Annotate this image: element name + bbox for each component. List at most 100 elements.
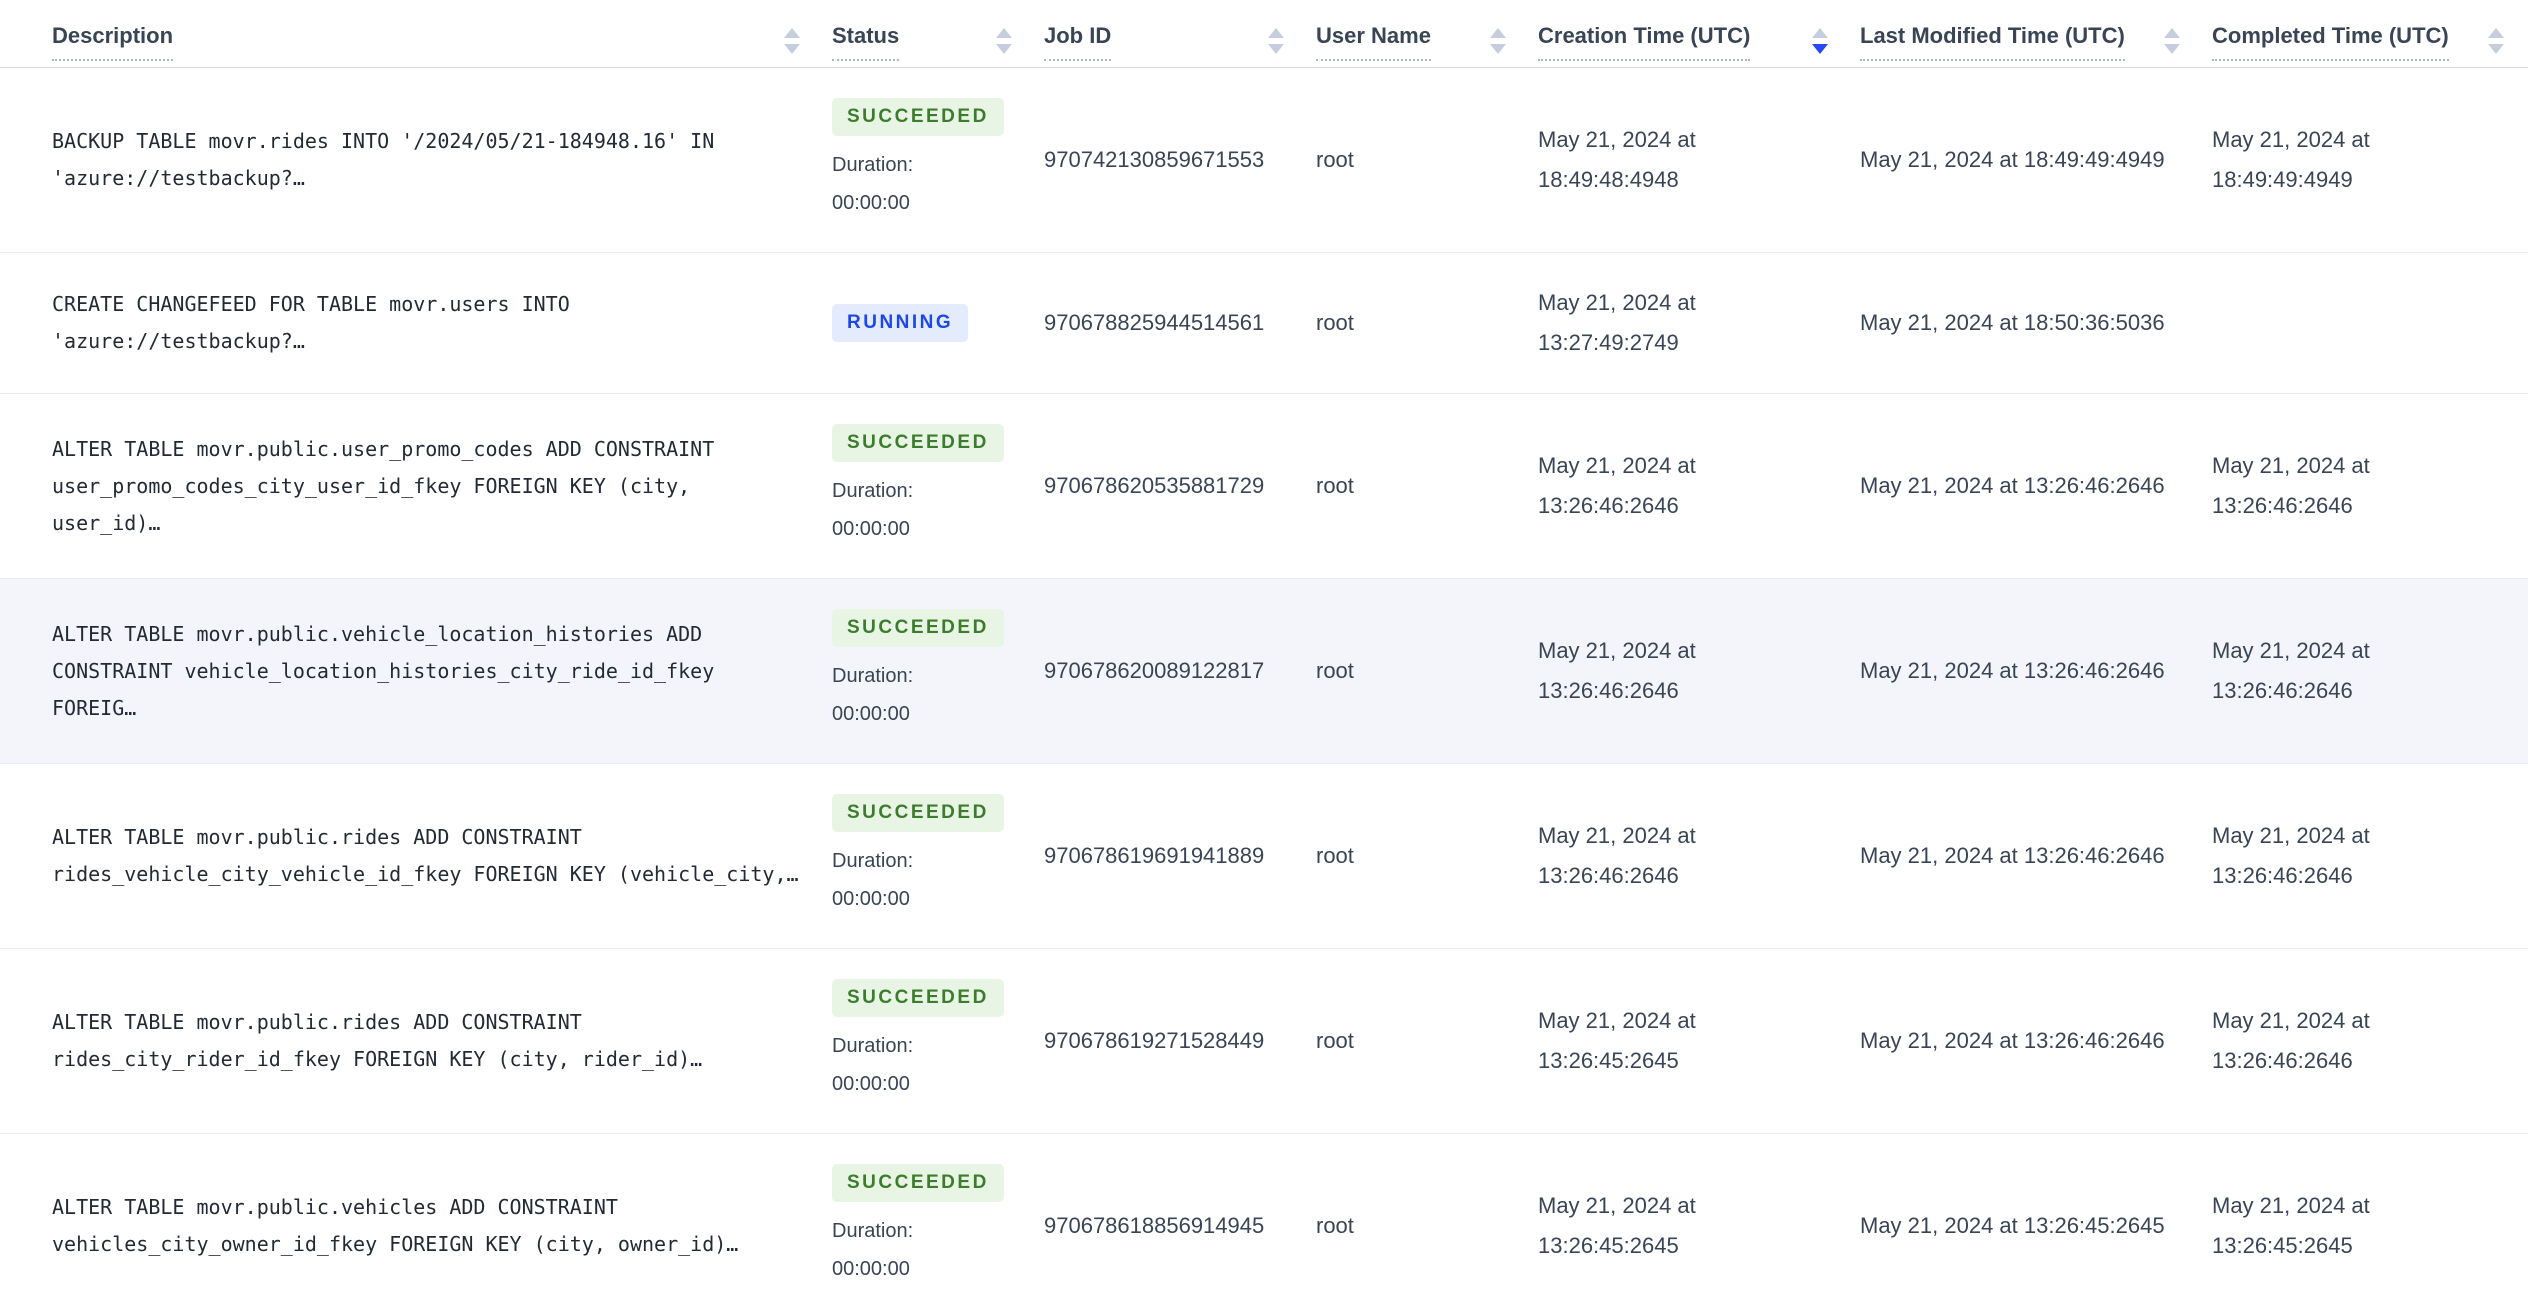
status-badge: RUNNING xyxy=(832,304,969,342)
sort-desc-icon-active xyxy=(1812,44,1828,54)
column-header-last-modified-time[interactable]: Last Modified Time (UTC) xyxy=(1860,22,2180,61)
job-description[interactable]: CREATE CHANGEFEED FOR TABLE movr.users I… xyxy=(52,292,570,353)
job-status-cell: SUCCEEDED Duration: 00:00:00 xyxy=(832,98,1012,222)
job-user-name: root xyxy=(1316,1213,1354,1238)
sort-asc-icon xyxy=(2164,28,2180,38)
job-user-name: root xyxy=(1316,843,1354,868)
job-id: 970678619691941889 xyxy=(1044,843,1265,868)
column-header-label: Job ID xyxy=(1044,22,1112,61)
column-header-status[interactable]: Status xyxy=(832,22,1012,61)
column-header-label: Completed Time (UTC) xyxy=(2212,22,2449,61)
job-duration: Duration: 00:00:00 xyxy=(832,665,914,725)
status-badge: SUCCEEDED xyxy=(832,424,1004,462)
table-row[interactable]: BACKUP TABLE movr.rides INTO '/2024/05/2… xyxy=(0,68,2528,253)
job-completed-time: May 21, 2024 at 13:26:46:2646 xyxy=(2212,1008,2370,1073)
sort-arrows xyxy=(1812,22,1828,54)
job-status-cell: SUCCEEDED Duration: 00:00:00 xyxy=(832,794,1012,918)
job-status-cell: SUCCEEDED Duration: 00:00:00 xyxy=(832,424,1012,548)
column-header-description[interactable]: Description xyxy=(52,22,800,61)
job-description[interactable]: ALTER TABLE movr.public.vehicles ADD CON… xyxy=(52,1195,739,1256)
job-creation-time: May 21, 2024 at 13:26:46:2646 xyxy=(1538,453,1696,518)
job-duration: Duration: 00:00:00 xyxy=(832,480,914,540)
sort-desc-icon xyxy=(2488,44,2504,54)
status-badge: SUCCEEDED xyxy=(832,98,1004,136)
job-last-modified-time: May 21, 2024 at 13:26:46:2646 xyxy=(1860,473,2165,498)
column-header-label: User Name xyxy=(1316,22,1431,61)
column-header-label: Creation Time (UTC) xyxy=(1538,22,1751,61)
table-row-highlighted[interactable]: ALTER TABLE movr.public.vehicle_location… xyxy=(0,579,2528,764)
status-badge: SUCCEEDED xyxy=(832,1164,1004,1202)
job-creation-time: May 21, 2024 at 13:26:45:2645 xyxy=(1538,1008,1696,1073)
sort-asc-icon xyxy=(2488,28,2504,38)
job-user-name: root xyxy=(1316,147,1354,172)
job-last-modified-time: May 21, 2024 at 13:26:46:2646 xyxy=(1860,1028,2165,1053)
table-row[interactable]: ALTER TABLE movr.public.rides ADD CONSTR… xyxy=(0,764,2528,949)
column-header-label: Last Modified Time (UTC) xyxy=(1860,22,2125,61)
table-row[interactable]: CREATE CHANGEFEED FOR TABLE movr.users I… xyxy=(0,253,2528,394)
job-status-cell: SUCCEEDED Duration: 00:00:00 xyxy=(832,979,1012,1103)
status-badge: SUCCEEDED xyxy=(832,794,1004,832)
sort-asc-icon xyxy=(1490,28,1506,38)
column-header-label: Description xyxy=(52,22,174,61)
table-row[interactable]: ALTER TABLE movr.public.vehicles ADD CON… xyxy=(0,1134,2528,1292)
job-status-cell: SUCCEEDED Duration: 00:00:00 xyxy=(832,1164,1012,1288)
job-creation-time: May 21, 2024 at 13:26:46:2646 xyxy=(1538,638,1696,703)
job-creation-time: May 21, 2024 at 13:27:49:2749 xyxy=(1538,290,1696,355)
job-duration: Duration: 00:00:00 xyxy=(832,850,914,910)
job-duration: Duration: 00:00:00 xyxy=(832,1220,914,1280)
job-status-cell: SUCCEEDED Duration: 00:00:00 xyxy=(832,609,1012,733)
column-header-user-name[interactable]: User Name xyxy=(1316,22,1506,61)
job-last-modified-time: May 21, 2024 at 18:50:36:5036 xyxy=(1860,310,2165,335)
job-last-modified-time: May 21, 2024 at 13:26:45:2645 xyxy=(1860,1213,2165,1238)
job-last-modified-time: May 21, 2024 at 18:49:49:4949 xyxy=(1860,147,2165,172)
sort-asc-icon xyxy=(1268,28,1284,38)
column-header-job-id[interactable]: Job ID xyxy=(1044,22,1284,61)
job-duration: Duration: 00:00:00 xyxy=(832,1035,914,1095)
status-badge: SUCCEEDED xyxy=(832,979,1004,1017)
job-user-name: root xyxy=(1316,310,1354,335)
job-description[interactable]: ALTER TABLE movr.public.user_promo_codes… xyxy=(52,436,715,535)
job-completed-time: May 21, 2024 at 13:26:45:2645 xyxy=(2212,1193,2370,1258)
job-creation-time: May 21, 2024 at 13:26:45:2645 xyxy=(1538,1193,1696,1258)
job-creation-time: May 21, 2024 at 18:49:48:4948 xyxy=(1538,127,1696,192)
job-status-cell: RUNNING xyxy=(832,304,1012,342)
column-header-creation-time[interactable]: Creation Time (UTC) xyxy=(1538,22,1828,61)
job-last-modified-time: May 21, 2024 at 13:26:46:2646 xyxy=(1860,843,2165,868)
table-header-row: Description Status Job ID User Name xyxy=(0,0,2528,68)
table-row[interactable]: ALTER TABLE movr.public.user_promo_codes… xyxy=(0,394,2528,579)
sort-desc-icon xyxy=(784,44,800,54)
job-description[interactable]: ALTER TABLE movr.public.vehicle_location… xyxy=(52,621,715,720)
sort-desc-icon xyxy=(1490,44,1506,54)
sort-arrows xyxy=(2164,22,2180,54)
column-header-completed-time[interactable]: Completed Time (UTC) xyxy=(2212,22,2504,61)
job-completed-time: May 21, 2024 at 13:26:46:2646 xyxy=(2212,638,2370,703)
sort-arrows xyxy=(1268,22,1284,54)
job-description[interactable]: BACKUP TABLE movr.rides INTO '/2024/05/2… xyxy=(52,129,715,190)
sort-asc-icon xyxy=(996,28,1012,38)
job-user-name: root xyxy=(1316,658,1354,683)
job-completed-time: May 21, 2024 at 13:26:46:2646 xyxy=(2212,453,2370,518)
sort-arrows xyxy=(996,22,1012,54)
job-id: 970678620535881729 xyxy=(1044,473,1265,498)
job-creation-time: May 21, 2024 at 13:26:46:2646 xyxy=(1538,823,1696,888)
sort-arrows xyxy=(784,22,800,54)
job-description[interactable]: ALTER TABLE movr.public.rides ADD CONSTR… xyxy=(52,1010,703,1071)
job-user-name: root xyxy=(1316,1028,1354,1053)
job-completed-time: May 21, 2024 at 13:26:46:2646 xyxy=(2212,823,2370,888)
sort-asc-icon xyxy=(1812,28,1828,38)
job-id: 970678825944514561 xyxy=(1044,310,1265,335)
job-id: 970742130859671553 xyxy=(1044,147,1265,172)
sort-desc-icon xyxy=(2164,44,2180,54)
job-completed-time: May 21, 2024 at 18:49:49:4949 xyxy=(2212,127,2370,192)
sort-arrows xyxy=(1490,22,1506,54)
table-row[interactable]: ALTER TABLE movr.public.rides ADD CONSTR… xyxy=(0,949,2528,1134)
status-badge: SUCCEEDED xyxy=(832,609,1004,647)
sort-desc-icon xyxy=(1268,44,1284,54)
job-id: 970678619271528449 xyxy=(1044,1028,1265,1053)
job-description[interactable]: ALTER TABLE movr.public.rides ADD CONSTR… xyxy=(52,825,799,886)
job-duration: Duration: 00:00:00 xyxy=(832,154,914,214)
job-user-name: root xyxy=(1316,473,1354,498)
sort-arrows xyxy=(2488,22,2504,54)
job-id: 970678620089122817 xyxy=(1044,658,1265,683)
job-last-modified-time: May 21, 2024 at 13:26:46:2646 xyxy=(1860,658,2165,683)
